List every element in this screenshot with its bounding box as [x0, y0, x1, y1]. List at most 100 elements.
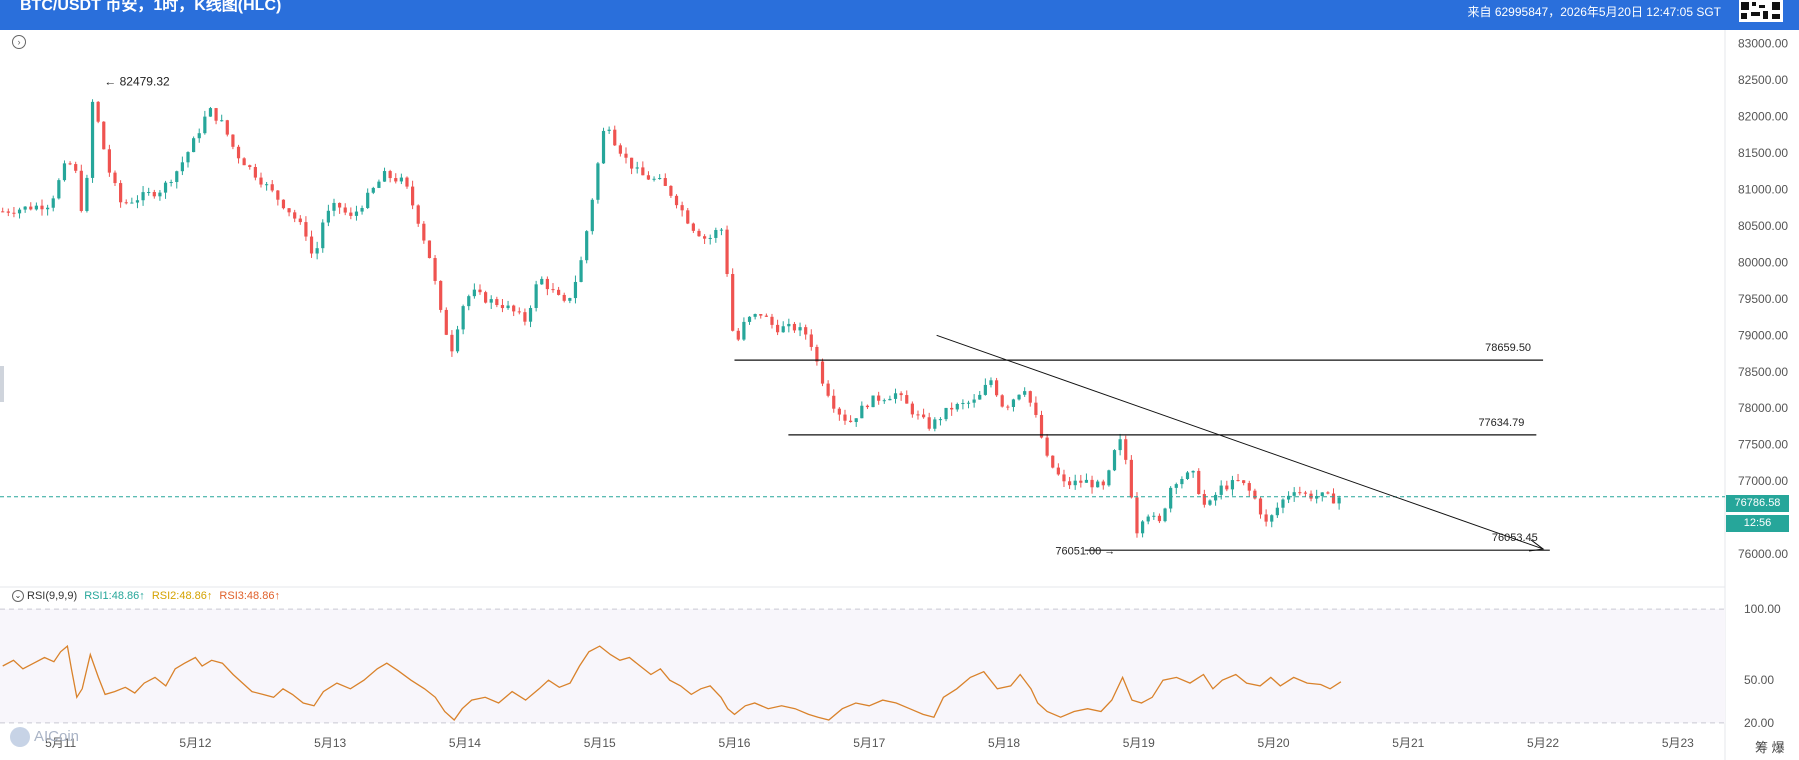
candle-body	[1000, 395, 1004, 407]
candle-body	[804, 327, 808, 335]
candle-body	[781, 326, 785, 333]
collapse-icon[interactable]: ›	[12, 35, 26, 49]
candle-body	[736, 330, 740, 340]
candles-layer	[1, 99, 1341, 538]
x-tick-label: 5月11	[45, 736, 76, 750]
x-tick-label: 5月16	[718, 736, 750, 750]
candle-body	[1118, 439, 1122, 451]
candle-body	[29, 206, 33, 210]
candle-body	[46, 207, 50, 210]
candle-body	[686, 210, 690, 224]
candle-body	[1146, 516, 1150, 522]
candle-body	[1174, 484, 1178, 488]
x-tick-label: 5月14	[449, 736, 481, 750]
candle-body	[596, 163, 600, 200]
candle-body	[382, 171, 387, 182]
candle-body	[1062, 474, 1066, 482]
rsi-collapse-icon[interactable]: ⌄	[12, 590, 24, 603]
y-tick-label: 81500.00	[1738, 146, 1788, 160]
candle-body	[366, 192, 370, 208]
candle-body	[484, 292, 488, 303]
candle-body	[338, 202, 342, 208]
logo-icon	[10, 727, 30, 747]
candle-body	[871, 395, 875, 408]
x-tick-label: 5月12	[179, 736, 211, 750]
candle-body	[231, 134, 235, 147]
candle-body	[1101, 481, 1105, 486]
candle-body	[450, 334, 454, 352]
candle-body	[1281, 499, 1285, 508]
candle-body	[1112, 450, 1117, 471]
candle-body	[607, 129, 611, 131]
x-tick-label: 5月21	[1392, 736, 1424, 750]
candle-body	[1163, 508, 1167, 522]
candle-body	[1242, 480, 1246, 484]
candle-body	[1045, 437, 1049, 456]
y-tick-label: 79000.00	[1738, 328, 1788, 342]
candle-body	[439, 280, 443, 310]
watermark-logo: AICoin	[10, 727, 79, 747]
candle-body	[1298, 492, 1302, 494]
candle-body	[579, 260, 583, 282]
candle-body	[236, 146, 241, 159]
candle-body	[618, 145, 622, 154]
candle-body	[1213, 494, 1218, 501]
candle-body	[528, 307, 533, 322]
candle-body	[259, 177, 263, 185]
candle-body	[1247, 483, 1251, 491]
candle-body	[304, 222, 308, 237]
candle-body	[697, 230, 701, 237]
candle-body	[955, 404, 959, 410]
candle-body	[281, 199, 286, 209]
candle-body	[1023, 391, 1027, 395]
panel-resize-handle[interactable]	[0, 366, 4, 402]
candle-body	[242, 158, 246, 166]
candle-body	[865, 405, 870, 408]
x-tick-label: 5月23	[1662, 736, 1694, 750]
candle-body	[500, 305, 505, 309]
candle-body	[557, 289, 561, 295]
current-price-badge: 76786.58	[1726, 495, 1789, 512]
candle-body	[1034, 402, 1038, 415]
candle-body	[635, 167, 639, 169]
candle-body	[293, 212, 297, 219]
candle-body	[1230, 480, 1235, 490]
candle-countdown-badge: 12:56	[1726, 515, 1789, 532]
price-chart[interactable]: 83000.00 82500.00 82000.00 81500.00 81000.00…	[0, 30, 1799, 760]
candle-body	[225, 120, 229, 135]
candle-body	[220, 120, 224, 122]
candle-body	[775, 324, 780, 333]
candle-body	[1180, 478, 1184, 485]
candle-body	[427, 240, 432, 259]
rsi3-value: RSI3:48.86↑	[219, 590, 280, 602]
candle-body	[1129, 459, 1133, 498]
candle-body	[641, 167, 645, 176]
y-tick-label: 81000.00	[1738, 182, 1788, 196]
y-axis: 83000.00 82500.00 82000.00 81500.00 81000.00…	[1738, 37, 1788, 561]
high-price-label: ← 82479.32	[104, 75, 170, 89]
x-tick-label: 5月13	[314, 736, 346, 750]
candle-body	[893, 393, 898, 399]
candle-body	[1073, 480, 1077, 486]
chart-title: BTC/USDT 币安，1时，K线图(HLC)	[20, 0, 282, 14]
candle-body	[680, 205, 684, 211]
y-tick-label: 77000.00	[1738, 474, 1788, 488]
rsi-y-axis: 100.00 50.00 20.00	[0, 602, 1781, 730]
candle-body	[854, 418, 858, 423]
candle-body	[1090, 479, 1094, 488]
candle-body	[1337, 497, 1341, 504]
annotation-layer: ← 82479.32 76051.00 →	[104, 75, 1115, 558]
rsi-y-tick-label: 20.00	[1744, 716, 1774, 730]
candle-body	[1169, 487, 1173, 509]
candle-body	[208, 108, 213, 117]
candle-body	[747, 316, 752, 322]
candle-body	[877, 395, 881, 401]
candle-body	[1157, 515, 1162, 522]
rsi-line	[2, 644, 1342, 721]
corner-menu[interactable]: 筹 爆	[1755, 740, 1785, 755]
candle-body	[1315, 495, 1319, 499]
candle-body	[658, 178, 662, 180]
candle-body	[203, 116, 207, 134]
candle-body	[68, 163, 72, 165]
descending-trendline	[936, 334, 1544, 550]
